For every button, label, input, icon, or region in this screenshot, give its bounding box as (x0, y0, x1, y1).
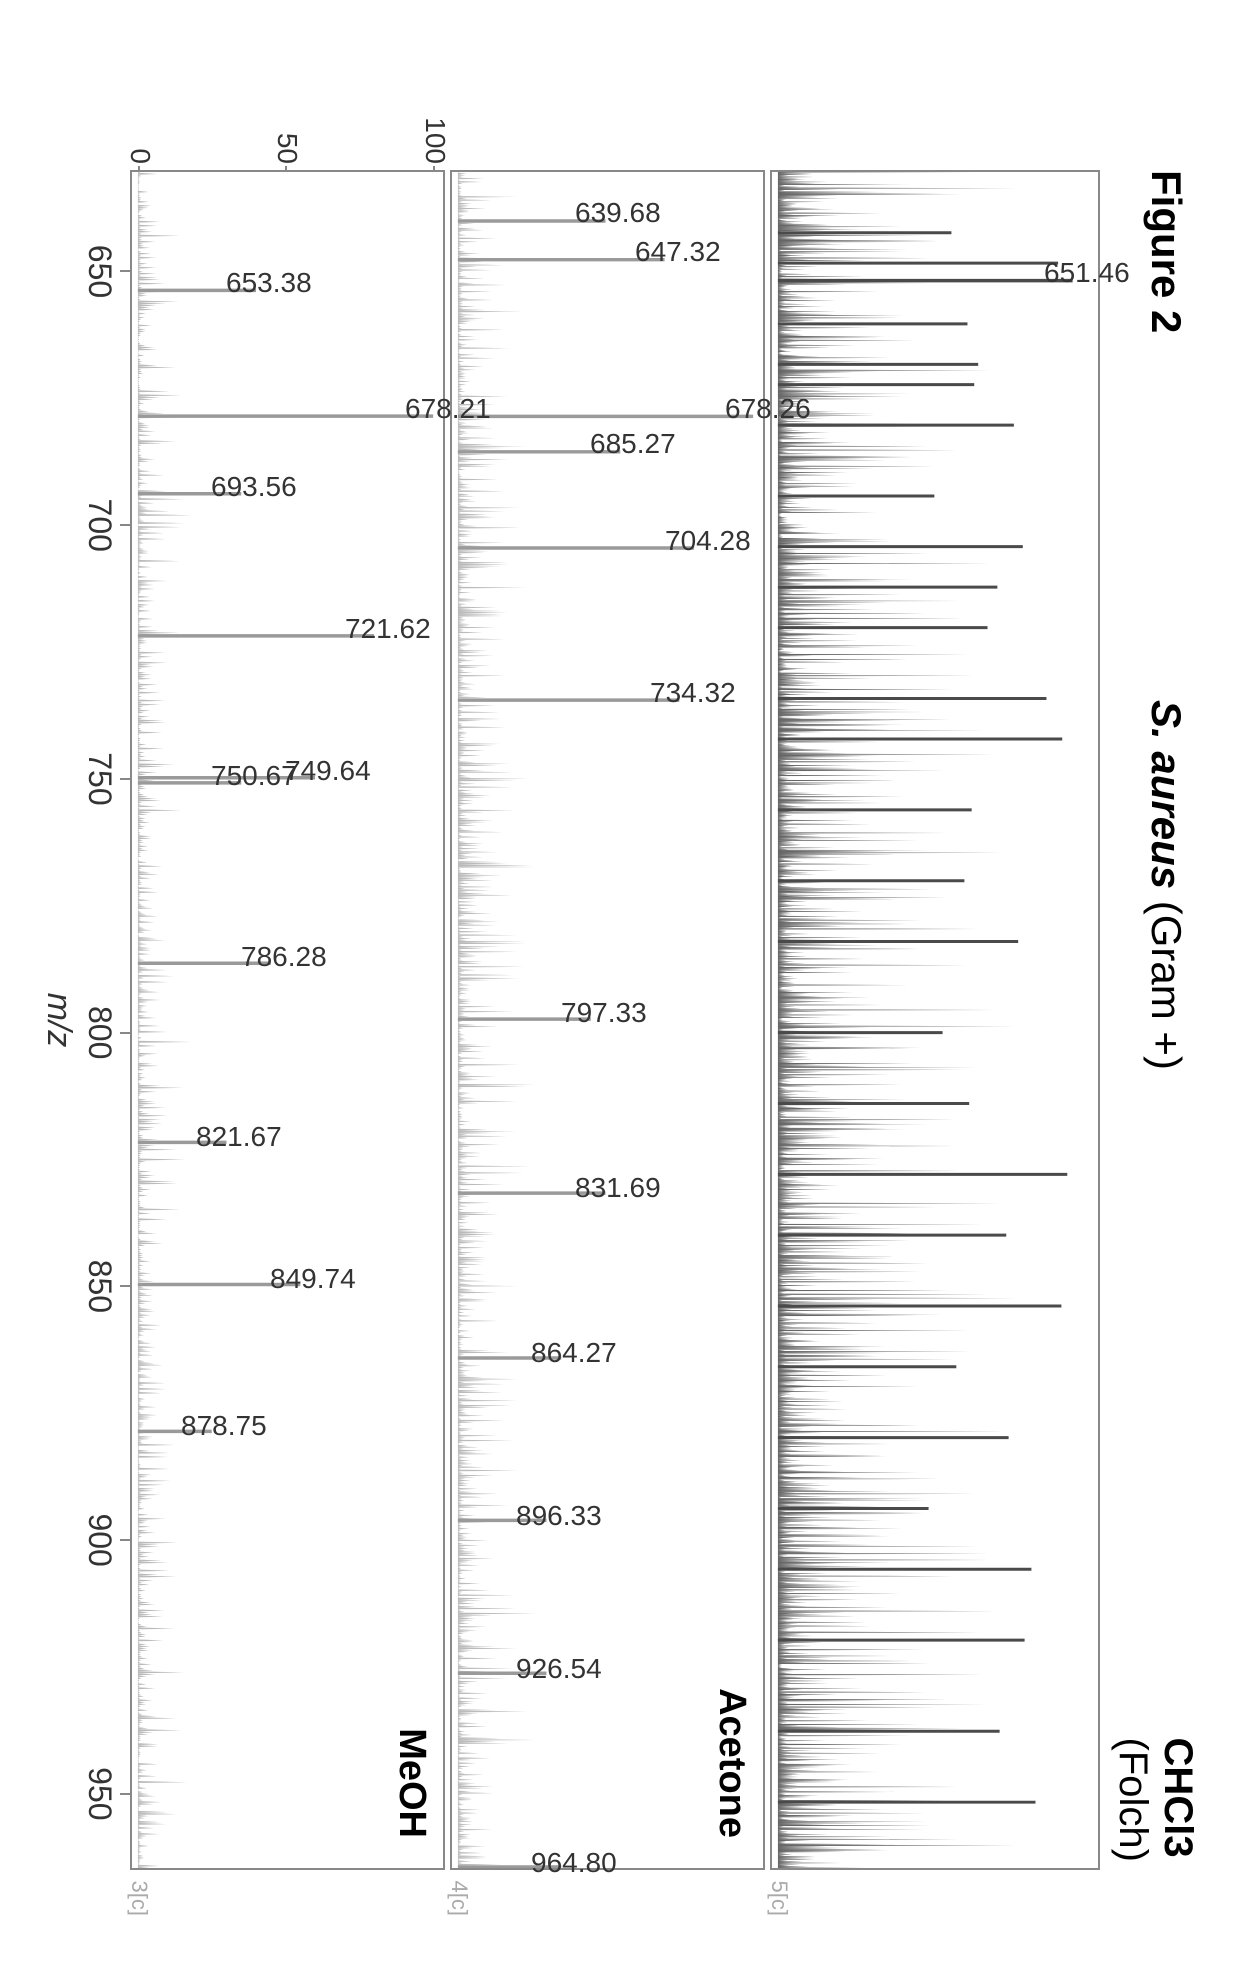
annot-line1: CHCl3 (1155, 1738, 1200, 1862)
peak-label: 864.27 (531, 1337, 617, 1369)
xtick-mark (120, 270, 130, 272)
peak-label: 721.62 (345, 613, 431, 645)
ytick-label: 100 (419, 117, 451, 164)
noise-fill (138, 172, 192, 1868)
xtick-mark (120, 1793, 130, 1795)
ytick-label: 0 (124, 148, 156, 164)
peak-label: 821.67 (196, 1121, 282, 1153)
xtick-label: 650 (81, 245, 118, 298)
xtick-mark (120, 778, 130, 780)
peak-label: 647.32 (635, 236, 721, 268)
peak-label: 797.33 (561, 997, 647, 1029)
peak-label: 685.27 (590, 428, 676, 460)
spectrum-svg (772, 172, 1098, 1868)
peak-label: 750.67 (211, 760, 297, 792)
peak-label: 651.46 (1044, 257, 1130, 289)
peak-label: 678.21 (405, 393, 491, 425)
y-axis: 050100 (130, 110, 1100, 170)
xtick-label: 900 (81, 1513, 118, 1566)
solvent-annotation: CHCl3 (Folch) (1110, 1738, 1200, 1862)
peak-label: 849.74 (270, 1263, 356, 1295)
peak-label: 704.28 (665, 525, 751, 557)
peak-label: 878.75 (181, 1410, 267, 1442)
xtick-label: 700 (81, 499, 118, 552)
xtick-label: 800 (81, 1006, 118, 1059)
peak-label: 734.32 (650, 677, 736, 709)
panel-label: MeOH (390, 1728, 433, 1838)
panel-tag: 5[c] (766, 1881, 792, 1916)
peak-label: 926.54 (516, 1653, 602, 1685)
xtick-label: 950 (81, 1767, 118, 1820)
annot-line2: (Folch) (1110, 1738, 1155, 1862)
plot-area: 651.465[c] 639.68 647.32 678.26 685.27 704.28… (130, 170, 1100, 1870)
peak-label: 786.28 (241, 941, 327, 973)
spectrum-panel: 639.68647.32678.26685.27704.28734.32797.… (450, 170, 765, 1870)
title-rest: (Gram +) (1143, 889, 1190, 1070)
xtick-label: 850 (81, 1260, 118, 1313)
peak-label: 896.33 (516, 1500, 602, 1532)
panel-label: Acetone (710, 1688, 753, 1838)
xtick-mark (120, 1285, 130, 1287)
xtick-label: 750 (81, 752, 118, 805)
figure-title: S. aureus (Gram +) (1142, 700, 1190, 1070)
xtick-mark (120, 1032, 130, 1034)
panel-tag: 3[c] (126, 1881, 152, 1916)
spectrum-panel: 651.465[c] (770, 170, 1100, 1870)
spectrum-panel: 653.38678.21693.56721.62749.64750.67786.… (130, 170, 445, 1870)
peak-label: 749.64 (285, 755, 371, 787)
figure-header: Figure 2 S. aureus (Gram +) CHCl3 (Folch… (1120, 0, 1210, 1962)
x-axis-label: m/z (39, 993, 78, 1048)
x-axis: m/z 650 700 750 800 850 900 950 (36, 170, 126, 1870)
xtick-mark (120, 1539, 130, 1541)
peak-label: 678.26 (725, 393, 811, 425)
peak-label: 639.68 (576, 197, 662, 229)
title-italic: S. aureus (1143, 700, 1190, 889)
peak-label: 653.38 (226, 267, 312, 299)
peak-label: 693.56 (211, 471, 297, 503)
xtick-mark (120, 524, 130, 526)
peak-label: 964.80 (531, 1847, 617, 1879)
panel-tag: 4[c] (446, 1881, 472, 1916)
peak-label: 831.69 (576, 1172, 662, 1204)
figure-label: Figure 2 (1142, 170, 1190, 333)
spectrum-svg (132, 172, 443, 1868)
rotated-page: Figure 2 S. aureus (Gram +) CHCl3 (Folch… (0, 0, 1240, 1962)
ytick-label: 50 (272, 133, 304, 164)
